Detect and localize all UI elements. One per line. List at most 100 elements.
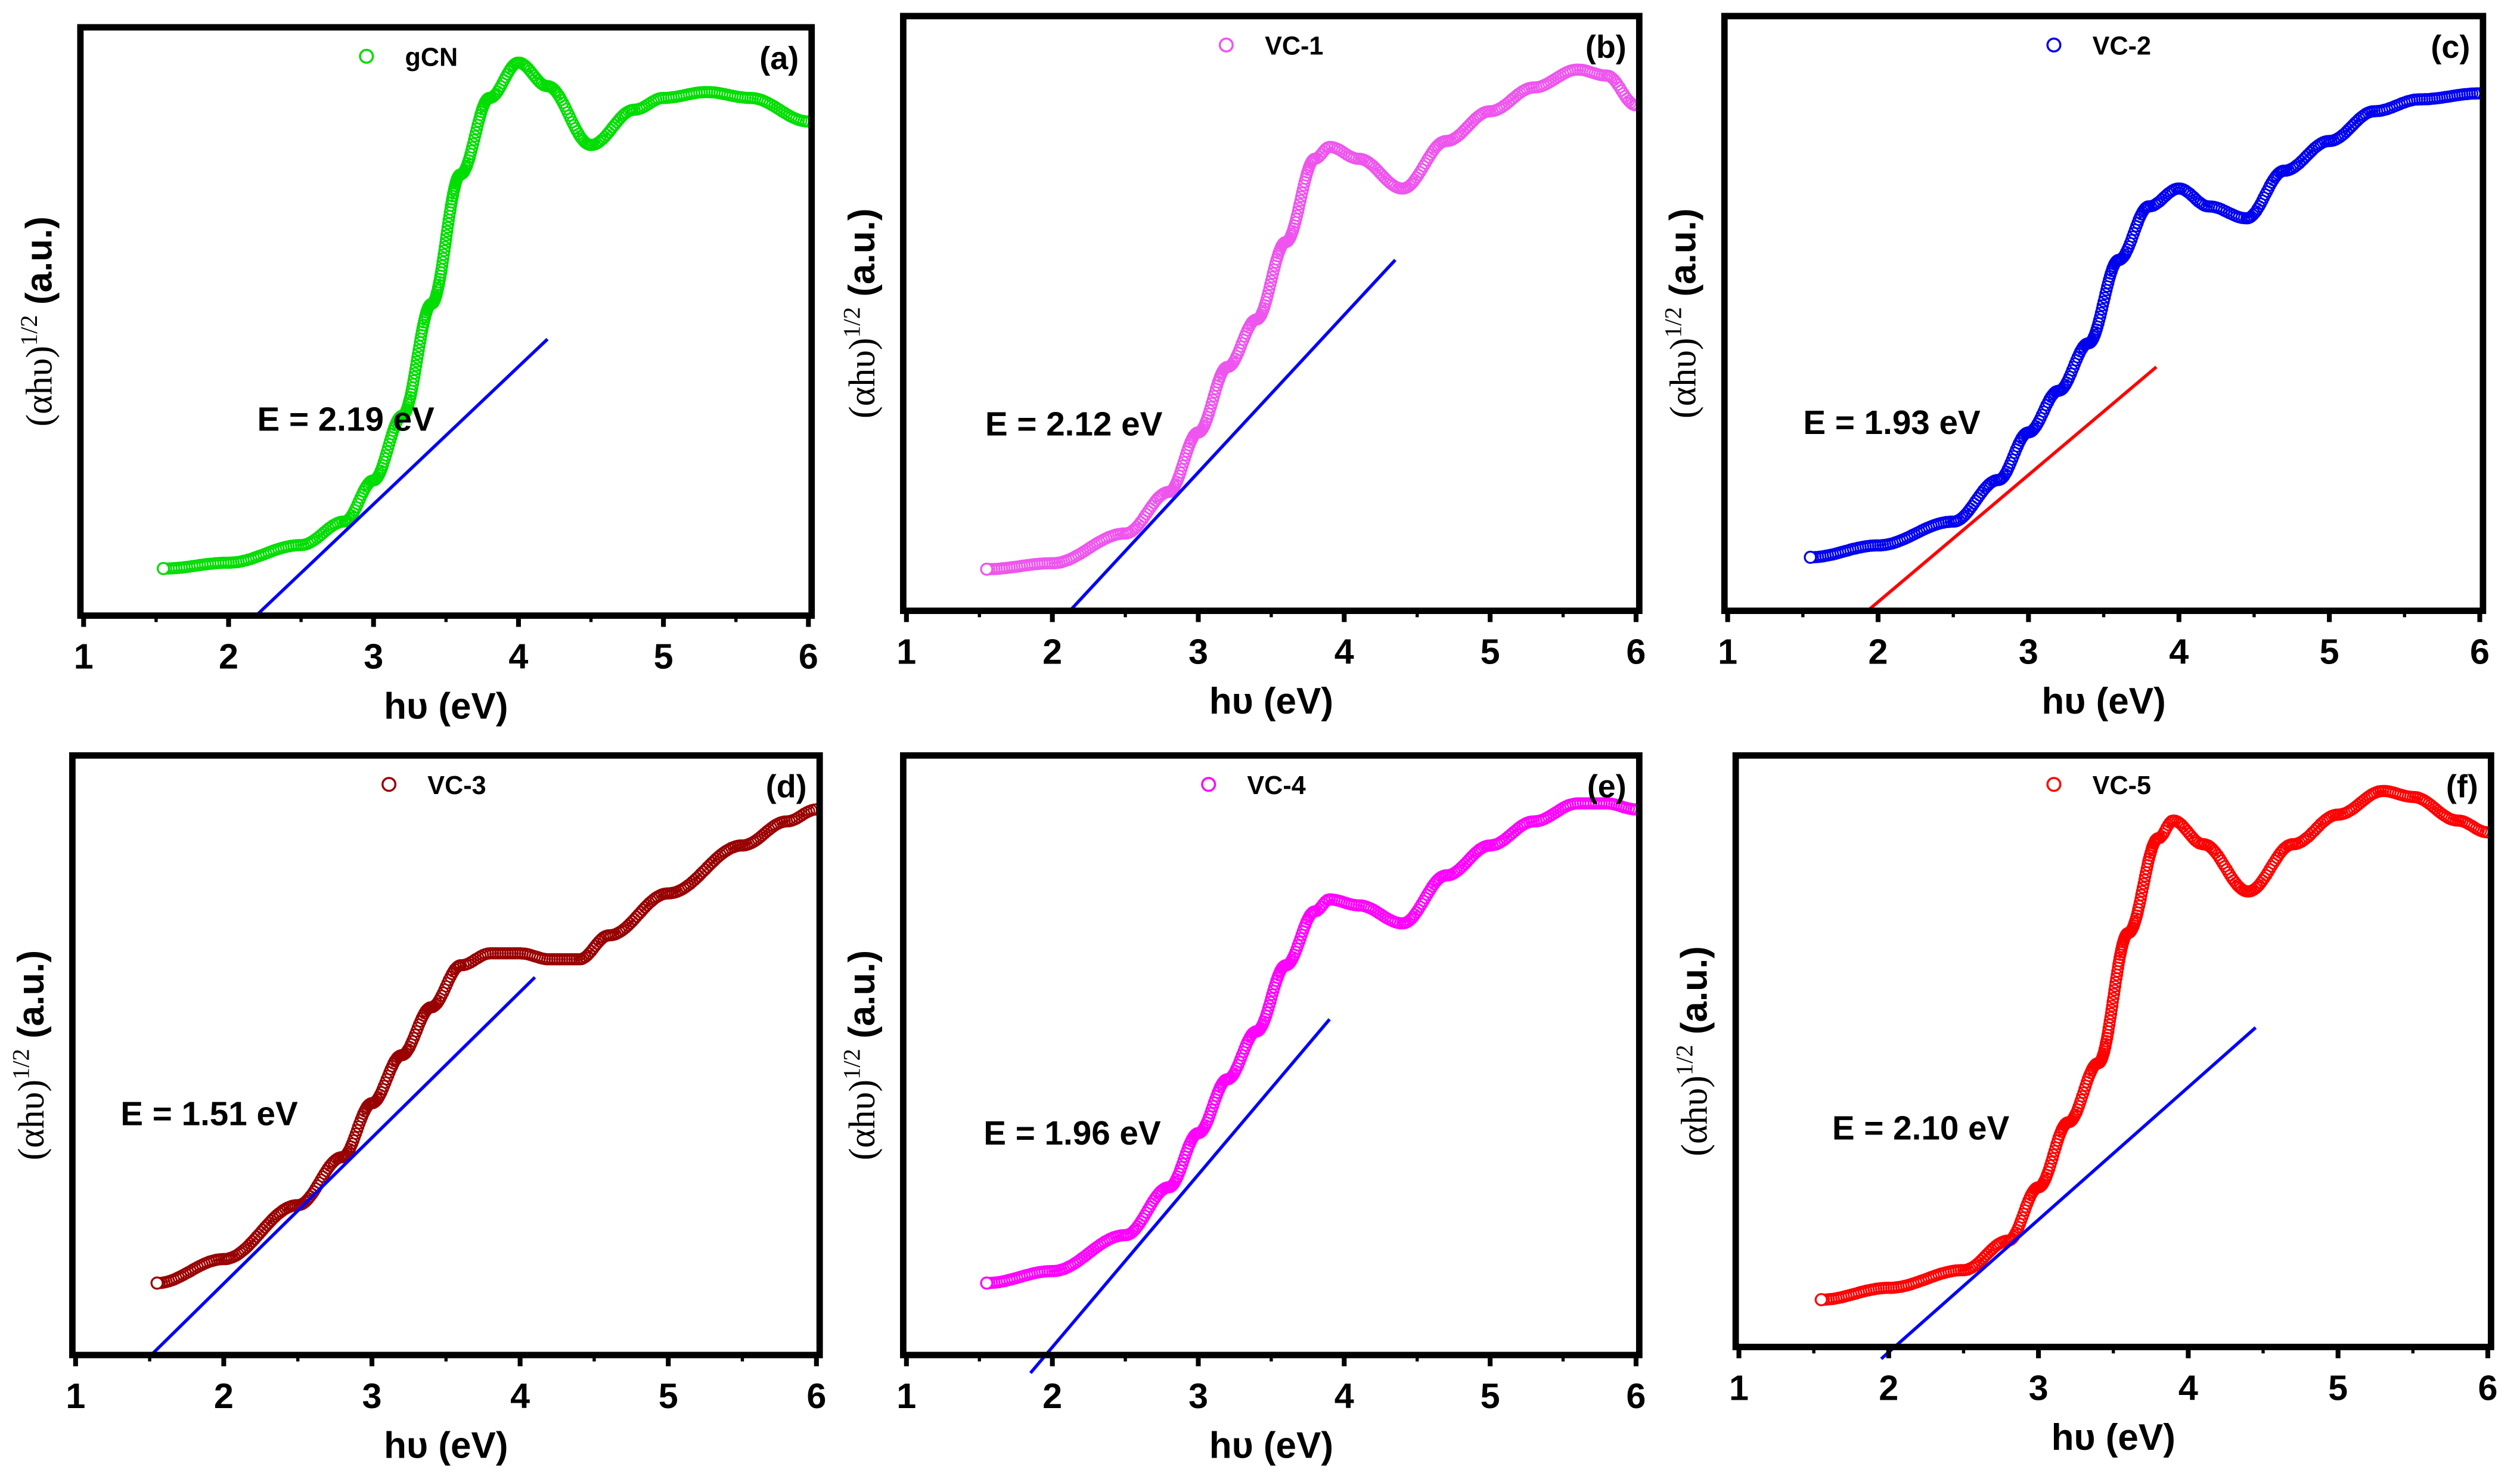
x-tick-label: 1 xyxy=(74,637,94,677)
x-tick-label: 2 xyxy=(219,637,238,677)
data-point xyxy=(2310,822,2323,835)
data-point xyxy=(2297,153,2310,166)
data-point xyxy=(2308,824,2321,837)
x-tick-label: 1 xyxy=(1729,1368,1749,1407)
y-axis-title: (αhυ)1/2 (a.u.) xyxy=(839,209,883,419)
legend-label: VC-5 xyxy=(2093,771,2151,800)
x-tick-label: 5 xyxy=(1481,632,1500,672)
legend-marker xyxy=(381,777,397,792)
data-point xyxy=(2342,123,2355,136)
data-point xyxy=(150,1276,164,1290)
data-point xyxy=(638,901,651,914)
bandgap-label: E = 1.96 eV xyxy=(983,1114,1161,1152)
x-tick-label: 1 xyxy=(896,632,916,672)
data-point xyxy=(2105,1007,2118,1020)
data-point xyxy=(440,225,454,238)
data-point xyxy=(439,237,452,249)
data-series xyxy=(150,803,820,1290)
data-point xyxy=(980,562,994,576)
y-axis-title-main: (αhυ) xyxy=(11,1080,52,1160)
tangent-line xyxy=(255,337,549,617)
data-point xyxy=(2106,1000,2119,1012)
y-axis-title: (αhυ)1/2 (a.u.) xyxy=(839,950,883,1161)
data-point xyxy=(1463,119,1476,132)
x-tick-label: 5 xyxy=(2320,632,2339,672)
x-tick-label: 4 xyxy=(2178,1368,2198,1407)
bandgap-label: E = 2.19 eV xyxy=(257,401,435,438)
y-axis-title-exponent: 1/2 xyxy=(1659,307,1686,338)
data-point xyxy=(1981,1248,1994,1261)
data-series xyxy=(1804,87,2483,564)
data-point xyxy=(2347,119,2360,132)
data-point xyxy=(2107,991,2119,1004)
data-point xyxy=(2108,988,2121,1000)
data-point xyxy=(1454,861,1467,874)
y-axis-title: (αhυ)1/2 (a.u.) xyxy=(1671,946,1715,1157)
data-point xyxy=(2304,829,2317,841)
data-point xyxy=(703,858,716,872)
x-tick-label: 6 xyxy=(1626,1376,1646,1416)
data-point xyxy=(2306,826,2319,839)
x-tick-label: 5 xyxy=(654,637,674,677)
y-axis-title-main: (αhυ) xyxy=(842,338,883,418)
tangent-line xyxy=(1029,1018,1331,1374)
x-tick-label: 5 xyxy=(2328,1368,2348,1407)
y-axis-title-unit: (a.u.) xyxy=(11,950,52,1049)
x-tick-label: 4 xyxy=(1335,632,1354,672)
tangent-line xyxy=(150,976,536,1356)
bandgap-label: E = 2.10 eV xyxy=(1832,1109,2010,1147)
x-tick-label: 2 xyxy=(214,1376,234,1416)
data-series xyxy=(980,63,1640,576)
x-tick-label: 5 xyxy=(1481,1376,1500,1416)
data-point xyxy=(2340,125,2353,138)
y-axis-title: (αhυ)1/2 (a.u.) xyxy=(8,950,52,1161)
panel-c: 1 2 3 4 5 6 hυ (eV) (αhυ)1/2 (a.u.) VC-2 (c) E = 1… xyxy=(1659,13,2490,722)
data-point xyxy=(2301,148,2314,161)
data-point xyxy=(1225,358,1238,371)
panel-letter: (d) xyxy=(766,768,807,804)
y-axis-title-unit: (a.u.) xyxy=(18,216,60,315)
data-point xyxy=(1975,1254,1987,1267)
data-point xyxy=(1454,127,1467,140)
x-tick-label: 2 xyxy=(1042,632,1062,672)
data-point xyxy=(1814,1293,1828,1307)
data-point xyxy=(438,244,451,257)
data-point xyxy=(1804,550,1817,564)
panel-e: 1 2 3 4 5 6 hυ (eV) (αhυ)1/2 (a.u.) VC-4 (e) E = 1… xyxy=(839,752,1646,1467)
x-tick-label: 5 xyxy=(659,1376,678,1416)
tangent-line xyxy=(1880,1026,2257,1360)
x-tick-label: 2 xyxy=(1879,1368,1898,1407)
data-point xyxy=(1369,162,1382,175)
y-axis-title-unit: (a.u.) xyxy=(842,209,883,307)
y-axis-title-main: (αhυ) xyxy=(1675,1075,1715,1156)
tangent-line xyxy=(1866,365,2158,612)
y-axis-title-exponent: 1/2 xyxy=(1671,1044,1697,1075)
data-point xyxy=(1979,1250,1991,1263)
panel-letter: (b) xyxy=(1585,29,1627,65)
legend-marker xyxy=(2046,777,2062,792)
x-axis-title: hυ (eV) xyxy=(2041,681,2165,722)
panel-letter: (c) xyxy=(2431,29,2470,65)
data-point xyxy=(240,1241,253,1254)
legend-label: VC-3 xyxy=(427,771,486,800)
data-point xyxy=(706,857,718,869)
x-tick-label: 3 xyxy=(364,637,383,677)
y-axis-title: (αhυ)1/2 (a.u.) xyxy=(15,216,60,427)
x-axis-title: hυ (eV) xyxy=(1209,681,1333,722)
data-point xyxy=(2481,826,2491,839)
x-tick-label: 6 xyxy=(1626,632,1646,672)
data-point xyxy=(343,513,355,526)
x-tick-label: 1 xyxy=(896,1376,916,1416)
y-axis-title-unit: (a.u.) xyxy=(842,950,883,1049)
x-tick-label: 3 xyxy=(1188,1376,1208,1416)
data-series xyxy=(157,56,812,575)
x-tick-label: 2 xyxy=(1869,632,1888,672)
data-point xyxy=(701,861,714,873)
x-axis-title: hυ (eV) xyxy=(1209,1425,1333,1467)
plot-frame xyxy=(900,13,1643,614)
y-axis-title-exponent: 1/2 xyxy=(8,1049,35,1080)
tangent-line xyxy=(1069,259,1396,612)
plot-frame xyxy=(900,752,1643,1359)
x-tick-label: 4 xyxy=(1335,1376,1354,1416)
